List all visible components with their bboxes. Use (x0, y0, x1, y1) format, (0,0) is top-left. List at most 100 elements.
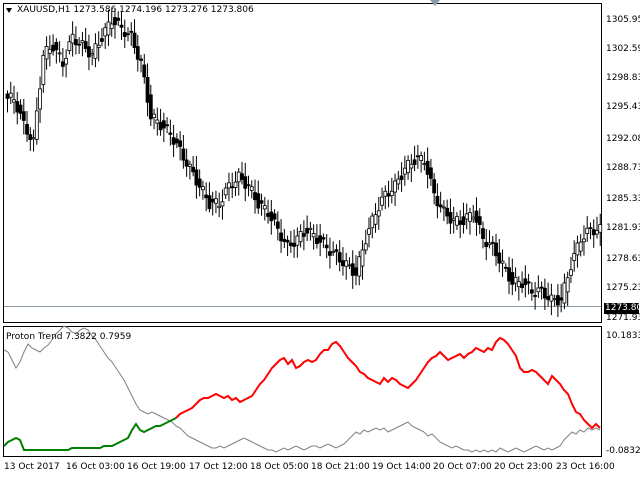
candle-body (197, 178, 202, 188)
candle-body (552, 297, 557, 301)
price-axis-label: 1302.59 (606, 44, 640, 54)
price-axis-label: 1285.33 (606, 194, 640, 204)
candle-body (142, 64, 147, 78)
price-axis-label: 1298.83 (606, 73, 640, 83)
candle-body (341, 260, 345, 267)
candle-body (360, 249, 365, 267)
candle-body (422, 163, 427, 165)
candlestick-series (5, 8, 603, 317)
candle-body (155, 119, 160, 124)
candle-body (432, 179, 437, 194)
candle-body (546, 296, 551, 301)
candle-body (148, 94, 153, 120)
candle-body (145, 76, 150, 103)
candle-body (344, 260, 349, 267)
candle-body (243, 176, 248, 189)
time-axis-label: 20 Oct 23:00 (494, 462, 553, 472)
candle-body (47, 48, 52, 54)
time-axis-label: 18 Oct 05:00 (250, 462, 309, 472)
candle-body (236, 171, 241, 183)
indicator-axis-top: 10.1833 (606, 331, 640, 341)
current-price-tag: 1273.80 (604, 303, 640, 314)
candle-body (227, 182, 231, 189)
candle-body (337, 252, 342, 263)
candle-body (595, 230, 599, 235)
candle-body (80, 40, 85, 44)
candle-body (386, 193, 391, 197)
candle-body (207, 195, 212, 210)
candle-body (367, 228, 371, 235)
proton-trend-lines (3, 325, 601, 453)
indicator-axis-bottom: -0.0832 (606, 446, 640, 456)
candle-body (129, 30, 134, 33)
triangle-down-icon[interactable] (6, 8, 12, 13)
candle-body (194, 169, 199, 186)
candle-body (399, 175, 404, 180)
candle-body (275, 221, 280, 229)
candle-body (96, 44, 101, 48)
chart-shift-marker-icon[interactable] (430, 0, 440, 6)
candle-body (152, 113, 156, 118)
candle-body (249, 186, 254, 191)
candle-body (445, 207, 450, 217)
candle-body (539, 286, 544, 289)
candle-body (520, 283, 524, 289)
candle-body (363, 243, 368, 251)
candle-body (223, 187, 228, 196)
candle-body (474, 210, 479, 223)
candle-body (468, 212, 472, 222)
candle-body (122, 32, 127, 37)
candle-body (513, 276, 518, 284)
candle-body (572, 253, 577, 261)
candle-body (266, 213, 270, 217)
candle-body (21, 111, 26, 121)
trend-line-up (175, 336, 601, 430)
candle-body (523, 278, 528, 286)
candle-body (233, 181, 238, 188)
candle-body (184, 159, 189, 167)
candle-body (598, 224, 603, 233)
candle-body (8, 92, 13, 98)
price-axis-label: 1281.93 (606, 223, 640, 233)
candle-body (490, 241, 495, 244)
candle-body (448, 211, 453, 224)
candle-body (409, 163, 414, 169)
candle-body (54, 41, 59, 51)
candle-body (191, 166, 196, 173)
candle-body (526, 281, 531, 284)
candle-body (308, 227, 313, 230)
price-axis-label: 1271.93 (606, 313, 640, 323)
candle-body (116, 17, 121, 21)
candle-body (70, 33, 75, 44)
candle-body (64, 58, 69, 65)
candle-body (438, 204, 443, 208)
trend-line-down (3, 417, 177, 451)
candle-body (305, 228, 310, 234)
candle-body (383, 190, 388, 197)
time-axis-label: 20 Oct 07:00 (433, 462, 492, 472)
candle-body (28, 134, 33, 141)
time-axis-label: 17 Oct 12:00 (189, 462, 248, 472)
candle-body (126, 33, 130, 36)
candle-body (201, 186, 205, 191)
candle-body (556, 295, 560, 306)
candle-body (569, 269, 573, 276)
candle-body (318, 235, 323, 243)
candle-body (31, 137, 36, 140)
time-axis-label: 18 Oct 21:00 (311, 462, 370, 472)
price-axis-label: 1295.43 (606, 102, 640, 112)
candle-body (292, 242, 297, 247)
candle-body (321, 237, 326, 240)
candle-body (83, 41, 88, 49)
candle-body (529, 289, 534, 294)
candle-body (458, 220, 463, 225)
candle-body (295, 235, 300, 246)
candle-body (178, 140, 183, 147)
candle-body (591, 229, 596, 236)
candle-body (311, 233, 316, 238)
candle-body (510, 272, 515, 285)
candle-body (77, 43, 82, 46)
price-axis-label: 1292.08 (606, 134, 640, 144)
candle-body (578, 241, 583, 252)
